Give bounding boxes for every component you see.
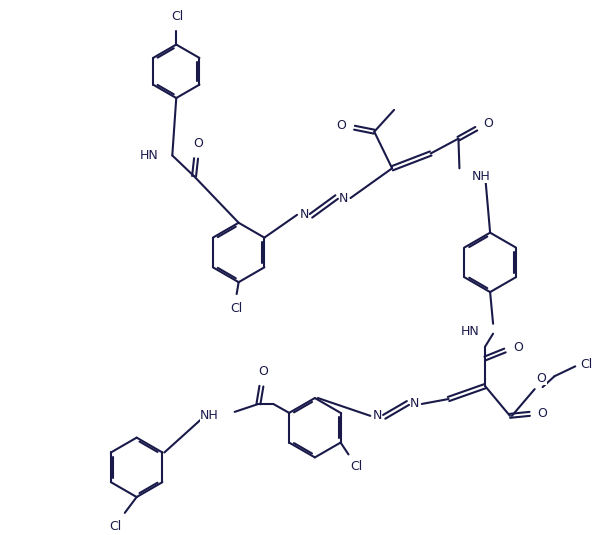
Text: N: N xyxy=(300,208,309,221)
Text: O: O xyxy=(538,407,547,421)
Text: N: N xyxy=(373,409,382,422)
Text: O: O xyxy=(193,137,203,150)
Text: Cl: Cl xyxy=(231,302,243,315)
Text: NH: NH xyxy=(471,170,490,183)
Text: N: N xyxy=(410,398,420,410)
Text: O: O xyxy=(536,372,547,385)
Text: NH: NH xyxy=(200,409,219,422)
Text: O: O xyxy=(259,365,268,378)
Text: HN: HN xyxy=(460,325,479,338)
Text: N: N xyxy=(339,192,349,204)
Text: O: O xyxy=(513,341,523,354)
Text: Cl: Cl xyxy=(109,520,122,533)
Text: HN: HN xyxy=(140,149,158,162)
Text: Cl: Cl xyxy=(580,358,593,371)
Text: Cl: Cl xyxy=(171,10,184,23)
Text: Cl: Cl xyxy=(350,461,363,473)
Text: O: O xyxy=(336,119,347,132)
Text: O: O xyxy=(483,117,493,130)
